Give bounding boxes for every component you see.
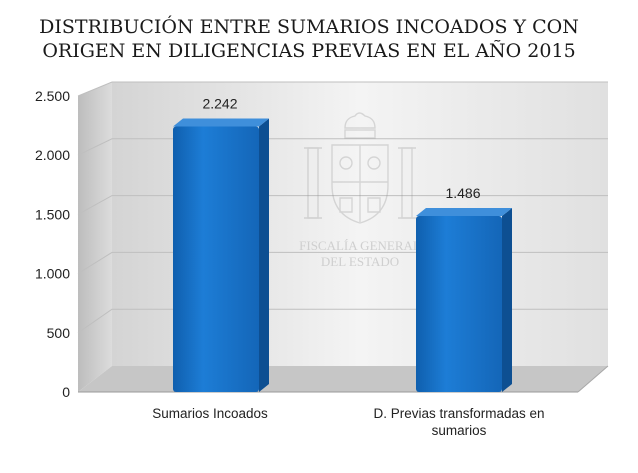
chart-title: DISTRIBUCIÓN ENTRE SUMARIOS INCOADOS Y C… bbox=[39, 15, 579, 62]
chart-title-line-2: ORIGEN EN DILIGENCIAS PREVIAS EN EL AÑO … bbox=[42, 39, 575, 62]
chart-title-line-1: DISTRIBUCIÓN ENTRE SUMARIOS INCOADOS Y C… bbox=[39, 15, 579, 38]
side-wall bbox=[78, 82, 112, 392]
bar bbox=[173, 118, 269, 392]
bar-side bbox=[502, 208, 512, 392]
floor-right-edge bbox=[577, 365, 609, 393]
gridline bbox=[77, 138, 608, 156]
y-tick-label: 500 bbox=[47, 325, 71, 341]
x-category-label: D. Previas transformadas en bbox=[373, 406, 544, 421]
x-category-label: sumarios bbox=[432, 423, 487, 438]
y-tick-label: 1.000 bbox=[35, 266, 70, 282]
floor bbox=[78, 366, 608, 392]
watermark-line-1: FISCALÍA GENERAL bbox=[299, 238, 421, 253]
bar-front bbox=[416, 216, 502, 392]
bar-top bbox=[173, 118, 269, 127]
y-tick-label: 0 bbox=[62, 384, 70, 400]
gridline bbox=[77, 195, 608, 215]
data-label: 1.486 bbox=[445, 185, 480, 201]
y-tick-label: 2.000 bbox=[35, 147, 70, 163]
watermark bbox=[304, 112, 416, 224]
gridline bbox=[77, 81, 608, 97]
bar-front bbox=[173, 126, 259, 392]
x-category-label: Sumarios Incoados bbox=[152, 406, 268, 421]
y-tick-label: 2.500 bbox=[35, 88, 70, 104]
bar-top bbox=[416, 208, 512, 217]
data-label: 2.242 bbox=[202, 96, 237, 112]
watermark-line-2: DEL ESTADO bbox=[321, 254, 399, 269]
bar-side bbox=[259, 118, 269, 392]
bar bbox=[416, 208, 512, 392]
x-axis-categories: Sumarios Incoados D. Previas transformada… bbox=[152, 406, 544, 438]
y-tick-label: 1.500 bbox=[35, 206, 70, 222]
coat-of-arms-icon bbox=[304, 112, 416, 224]
y-axis-ticks: 0 500 1.000 1.500 2.000 2.500 bbox=[35, 88, 70, 400]
bars: 2.242 1.486 bbox=[173, 96, 512, 392]
